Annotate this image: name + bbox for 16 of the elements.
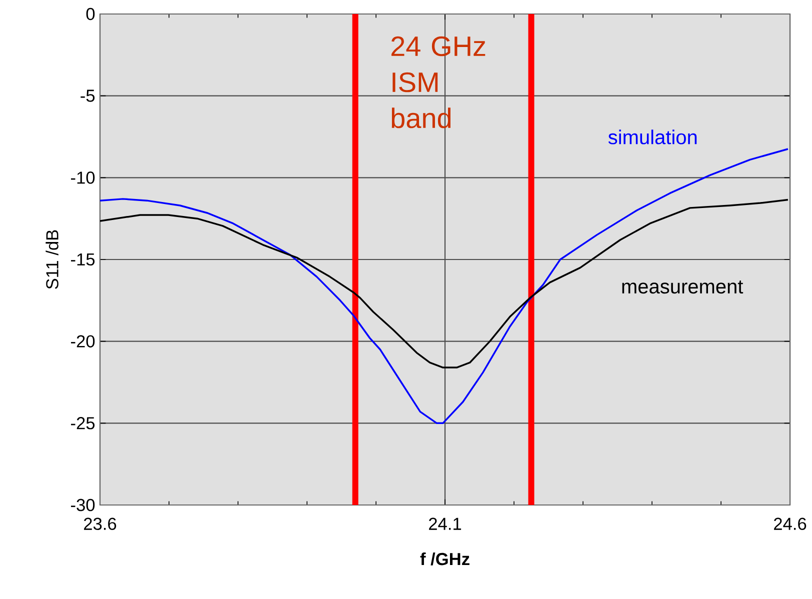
y-tick-label: -5 [80,90,95,102]
series-label: measurement [622,280,744,294]
y-tick-label: -10 [71,172,95,184]
line-series [100,148,789,424]
x-axis-title: f /GHz [420,552,470,566]
x-tick-label: 24.1 [429,518,462,530]
line-series [100,198,789,368]
series-label: simulation [608,130,697,144]
y-tick-label: 0 [86,8,95,20]
x-tick-label: 23.6 [84,518,116,530]
x-tick-label: 24.6 [774,518,806,530]
y-axis-title: S11 /dB [46,230,58,289]
y-tick-label: -20 [71,335,95,348]
y-tick-label: -25 [71,417,95,430]
y-tick-label: -30 [71,498,95,512]
y-tick-label: -15 [71,253,95,266]
